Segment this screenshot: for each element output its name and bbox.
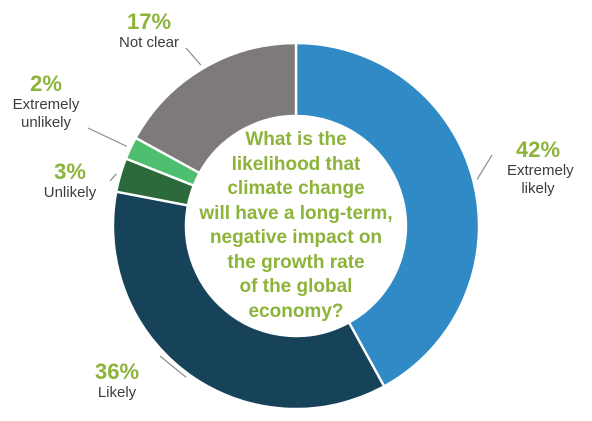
slice-label: Extremely likely — [507, 162, 574, 197]
leader-extremely-unlikely — [87, 127, 128, 147]
center-line: negative impact on — [209, 227, 383, 248]
label-unlikely: 3% Unlikely — [30, 160, 110, 202]
center-line: the growth rate — [227, 251, 365, 273]
percent-label: 3% — [54, 159, 86, 184]
leader-likely — [159, 355, 187, 378]
center-line: economy? — [248, 300, 344, 322]
center-line: What is the — [245, 129, 347, 150]
label-extremely-likely: 42% Extremely likely — [496, 138, 580, 198]
label-extremely-unlikely: 2% Extremely unlikely — [6, 72, 86, 132]
label-not-clear: 17% Not clear — [104, 10, 194, 52]
leader-not-clear — [185, 47, 202, 66]
percent-label: 2% — [30, 71, 62, 96]
center-line: will have a long-term, — [199, 202, 393, 224]
slice-label: Unlikely — [43, 184, 97, 201]
center-question: What is the likelihood that climate chan… — [196, 128, 396, 324]
percent-label: 36% — [94, 359, 140, 384]
leader-unlikely — [109, 173, 117, 182]
slice-extremely-likely — [294, 41, 481, 388]
slice-not-clear — [134, 41, 298, 175]
slice-label: Likely — [97, 384, 137, 401]
percent-label: 17% — [126, 9, 172, 34]
center-line: climate change — [227, 178, 365, 199]
label-likely: 36% Likely — [82, 360, 152, 402]
percent-label: 42% — [515, 137, 561, 162]
leader-extremely-likely — [476, 154, 493, 180]
slice-label: Extremely unlikely — [12, 96, 80, 131]
center-line: of the global — [239, 276, 353, 297]
slice-label: Not clear — [118, 34, 180, 51]
center-line: likelihood that — [231, 153, 361, 175]
slice-likely — [111, 190, 386, 411]
